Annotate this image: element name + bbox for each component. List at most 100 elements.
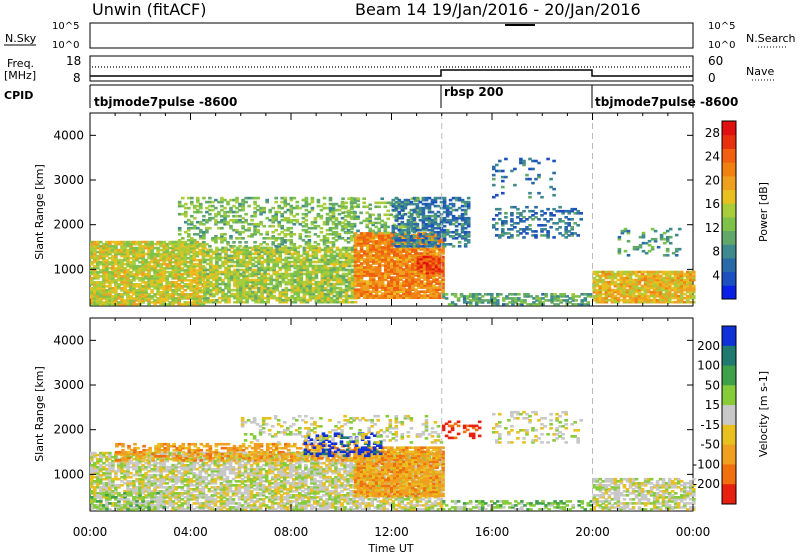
data-cell <box>247 228 251 232</box>
data-cell <box>302 266 307 270</box>
data-cell <box>286 202 291 206</box>
data-cell <box>302 292 307 296</box>
data-cell <box>266 264 270 268</box>
data-cell <box>362 274 367 277</box>
data-cell <box>260 290 264 294</box>
data-cell <box>331 210 336 214</box>
data-cell <box>202 233 206 236</box>
data-cell <box>628 290 633 294</box>
data-cell <box>519 232 523 235</box>
data-cell <box>579 212 583 215</box>
data-cell <box>171 303 175 306</box>
data-cell <box>320 266 325 270</box>
data-cell <box>302 284 307 288</box>
data-cell <box>203 252 207 256</box>
data-cell <box>102 248 106 252</box>
data-cell <box>278 252 282 256</box>
data-cell <box>180 295 185 298</box>
data-cell <box>192 285 197 288</box>
data-cell <box>239 258 243 262</box>
data-cell <box>652 294 657 298</box>
data-cell <box>474 299 479 302</box>
data-cell <box>405 260 409 263</box>
data-cell <box>422 255 427 259</box>
data-cell <box>359 288 364 291</box>
data-cell <box>525 177 529 181</box>
data-cell <box>519 159 523 163</box>
data-cell <box>221 248 225 252</box>
data-cell <box>239 274 243 278</box>
data-cell <box>93 270 97 274</box>
data-cell <box>236 286 240 290</box>
data-cell <box>616 272 621 276</box>
data-cell <box>209 254 213 258</box>
data-cell <box>347 294 352 298</box>
data-cell <box>670 276 675 280</box>
data-cell <box>253 210 257 214</box>
data-cell <box>423 290 427 293</box>
data-cell <box>209 266 213 270</box>
data-cell <box>396 284 400 287</box>
data-cell <box>221 262 225 266</box>
data-cell <box>436 214 441 218</box>
data-cell <box>368 268 373 271</box>
data-cell <box>242 286 246 290</box>
data-cell <box>165 252 169 256</box>
data-cell <box>465 297 470 300</box>
data-cell <box>248 292 252 296</box>
data-cell <box>183 289 188 292</box>
data-cell <box>129 270 133 274</box>
data-cell <box>203 282 207 286</box>
data-cell <box>337 220 342 224</box>
data-cell <box>664 282 669 286</box>
data-cell <box>275 278 279 282</box>
data-cell <box>263 288 267 292</box>
data-cell <box>257 256 261 260</box>
data-cell <box>387 294 391 297</box>
data-cell <box>390 282 394 285</box>
data-cell <box>144 299 148 302</box>
data-cell <box>377 280 382 283</box>
data-cell <box>114 258 118 262</box>
data-cell <box>567 222 571 225</box>
data-cell <box>406 243 411 246</box>
data-cell <box>141 279 145 282</box>
data-cell <box>177 268 181 272</box>
data-cell <box>445 214 450 218</box>
data-cell <box>220 220 224 224</box>
data-cell <box>196 210 200 214</box>
data-cell <box>165 250 169 254</box>
data-cell <box>275 296 279 300</box>
data-cell <box>215 248 219 252</box>
data-cell <box>335 262 340 266</box>
data-cell <box>359 276 364 279</box>
data-cell <box>313 241 318 244</box>
data-cell <box>144 244 148 248</box>
data-cell <box>448 210 453 214</box>
data-cell <box>208 200 212 204</box>
data-cell <box>390 292 394 295</box>
data-cell <box>311 266 316 270</box>
data-cell <box>637 282 642 286</box>
data-cell <box>502 297 506 300</box>
data-cell <box>235 196 239 200</box>
data-cell <box>350 264 355 268</box>
data-cell <box>371 272 376 275</box>
data-cell <box>440 255 445 259</box>
data-cell <box>326 268 331 272</box>
data-cell <box>186 264 191 268</box>
data-cell <box>135 289 139 292</box>
data-cell <box>416 265 421 269</box>
data-cell <box>598 278 603 282</box>
data-cell <box>301 220 306 224</box>
data-cell <box>314 296 319 300</box>
data-cell <box>233 260 237 264</box>
data-cell <box>335 300 340 304</box>
data-cell <box>301 224 306 228</box>
data-cell <box>344 300 349 304</box>
data-cell <box>256 245 260 248</box>
data-cell <box>377 282 382 285</box>
data-cell <box>283 218 288 222</box>
data-cell <box>180 244 185 248</box>
data-cell <box>619 290 624 294</box>
